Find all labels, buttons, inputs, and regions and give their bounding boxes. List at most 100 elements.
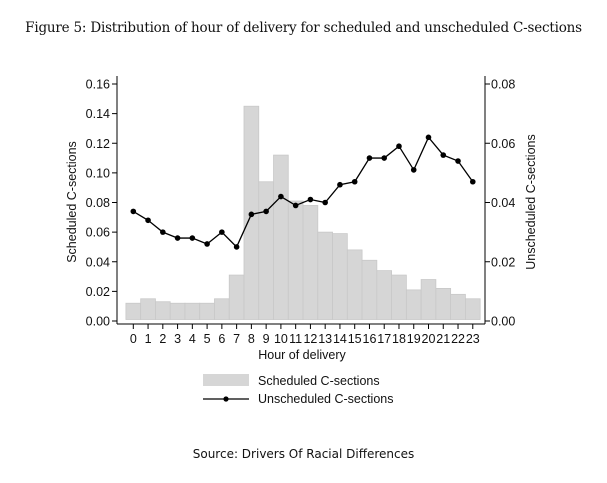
legend-swatch-scheduled (203, 374, 249, 386)
point-hour-20 (425, 134, 432, 141)
y-left-tick-label: 0.00 (86, 315, 110, 329)
point-hour-12 (307, 196, 314, 203)
bar-hour-11 (287, 200, 304, 320)
bar-hour-16 (361, 259, 378, 320)
x-tick-label: 8 (248, 332, 255, 346)
point-hour-17 (381, 155, 388, 161)
bar-hour-20 (420, 279, 437, 320)
bar-hour-10 (273, 154, 289, 320)
y-left-tick-label: 0.10 (86, 166, 110, 180)
point-hour-0 (130, 208, 137, 215)
legend-swatch-unscheduled-marker (223, 396, 229, 402)
bar-hour-7 (228, 274, 245, 320)
point-hour-21 (440, 152, 447, 158)
y-left-tick-label: 0.02 (86, 285, 110, 299)
bar-hour-3 (169, 302, 186, 320)
point-hour-15 (351, 178, 358, 185)
point-hour-14 (337, 181, 343, 188)
point-hour-23 (469, 178, 476, 185)
x-tick-label: 1 (145, 332, 152, 346)
point-hour-9 (263, 208, 269, 215)
x-tick-label: 19 (407, 332, 421, 346)
bar-hour-9 (258, 181, 274, 320)
bar-hour-23 (464, 298, 481, 320)
bar-hour-0 (125, 302, 142, 320)
y-left-tick-label: 0.12 (86, 137, 110, 151)
bar-hour-17 (376, 270, 392, 320)
x-axis-title: Hour of delivery (258, 348, 346, 362)
axes (116, 76, 486, 325)
point-hour-3 (174, 235, 181, 241)
y-axis-left-ticks: 0.00 0.02 0.04 0.06 0.08 0.10 0.12 0.14 0.16 (86, 78, 117, 329)
bar-hour-22 (450, 293, 466, 320)
y-right-tick-label: 0.00 (491, 315, 515, 329)
x-tick-label: 18 (392, 332, 406, 346)
x-tick-label: 3 (174, 332, 181, 346)
point-hour-5 (204, 241, 210, 247)
legend-label-scheduled: Scheduled C-sections (258, 374, 380, 388)
point-hour-4 (189, 235, 196, 241)
source-note: Source: Drivers Of Racial Differences (192, 447, 415, 461)
legend-label-unscheduled: Unscheduled C-sections (258, 392, 394, 406)
x-tick-label: 15 (348, 332, 362, 346)
y-right-tick-label: 0.08 (491, 78, 515, 92)
x-tick-label: 10 (274, 332, 288, 346)
y-axis-right-title: Unscheduled C-sections (524, 134, 538, 270)
y-left-tick-label: 0.16 (86, 78, 110, 92)
x-tick-label: 9 (263, 332, 270, 346)
x-tick-label: 6 (218, 332, 225, 346)
x-tick-label: 5 (204, 332, 211, 346)
x-tick-label: 4 (189, 332, 196, 346)
point-hour-16 (366, 155, 373, 161)
y-left-tick-label: 0.14 (86, 107, 110, 121)
bar-hour-4 (184, 302, 201, 320)
bar-hour-6 (214, 298, 230, 320)
x-tick-label: 13 (318, 332, 332, 346)
point-hour-6 (219, 229, 225, 235)
y-right-tick-label: 0.04 (491, 196, 515, 210)
point-hour-10 (278, 193, 284, 200)
line-series-unscheduled (130, 134, 476, 250)
point-hour-7 (233, 244, 240, 250)
bar-hour-2 (155, 301, 171, 320)
x-tick-label: 7 (233, 332, 240, 346)
bar-hour-21 (435, 288, 452, 320)
point-hour-19 (410, 167, 417, 173)
x-tick-label: 14 (333, 332, 347, 346)
point-hour-8 (248, 211, 255, 218)
x-tick-label: 0 (130, 332, 137, 346)
bar-hour-13 (317, 231, 333, 320)
y-left-tick-label: 0.06 (86, 226, 110, 240)
bar-hour-14 (332, 233, 348, 320)
y-left-tick-label: 0.04 (86, 255, 110, 269)
x-tick-label: 11 (289, 332, 302, 346)
bar-hour-5 (199, 302, 215, 320)
point-hour-1 (145, 217, 151, 224)
bar-hour-19 (405, 289, 422, 320)
point-hour-18 (396, 143, 402, 150)
bar-series-scheduled (125, 105, 481, 320)
y-axis-right-ticks: 0.00 0.02 0.04 0.06 0.08 (485, 78, 515, 329)
x-tick-label: 2 (159, 332, 166, 346)
x-axis-ticks: 0 1 2 3 4 5 6 7 8 9 10 11 12 13 14 15 16 17 18 19 20 21 22 23 (130, 324, 480, 346)
x-tick-label: 22 (451, 332, 465, 346)
point-hour-22 (455, 158, 461, 164)
bar-hour-18 (391, 274, 407, 320)
x-tick-label: 17 (377, 332, 391, 346)
x-tick-label: 12 (303, 332, 317, 346)
bar-hour-1 (140, 298, 156, 320)
x-tick-label: 20 (422, 332, 436, 346)
point-hour-13 (322, 199, 328, 206)
x-tick-label: 16 (363, 332, 377, 346)
y-right-tick-label: 0.02 (491, 255, 515, 269)
point-hour-11 (292, 202, 299, 209)
y-left-tick-label: 0.08 (86, 196, 110, 210)
y-right-tick-label: 0.06 (491, 137, 515, 151)
point-hour-2 (160, 229, 166, 235)
legend: Scheduled C-sections Unscheduled C-secti… (203, 374, 394, 406)
x-tick-label: 21 (436, 332, 450, 346)
figure-caption: Figure 5: Distribution of hour of delive… (25, 20, 582, 36)
y-axis-left-title: Scheduled C-sections (65, 141, 79, 263)
bar-hour-12 (302, 205, 319, 320)
